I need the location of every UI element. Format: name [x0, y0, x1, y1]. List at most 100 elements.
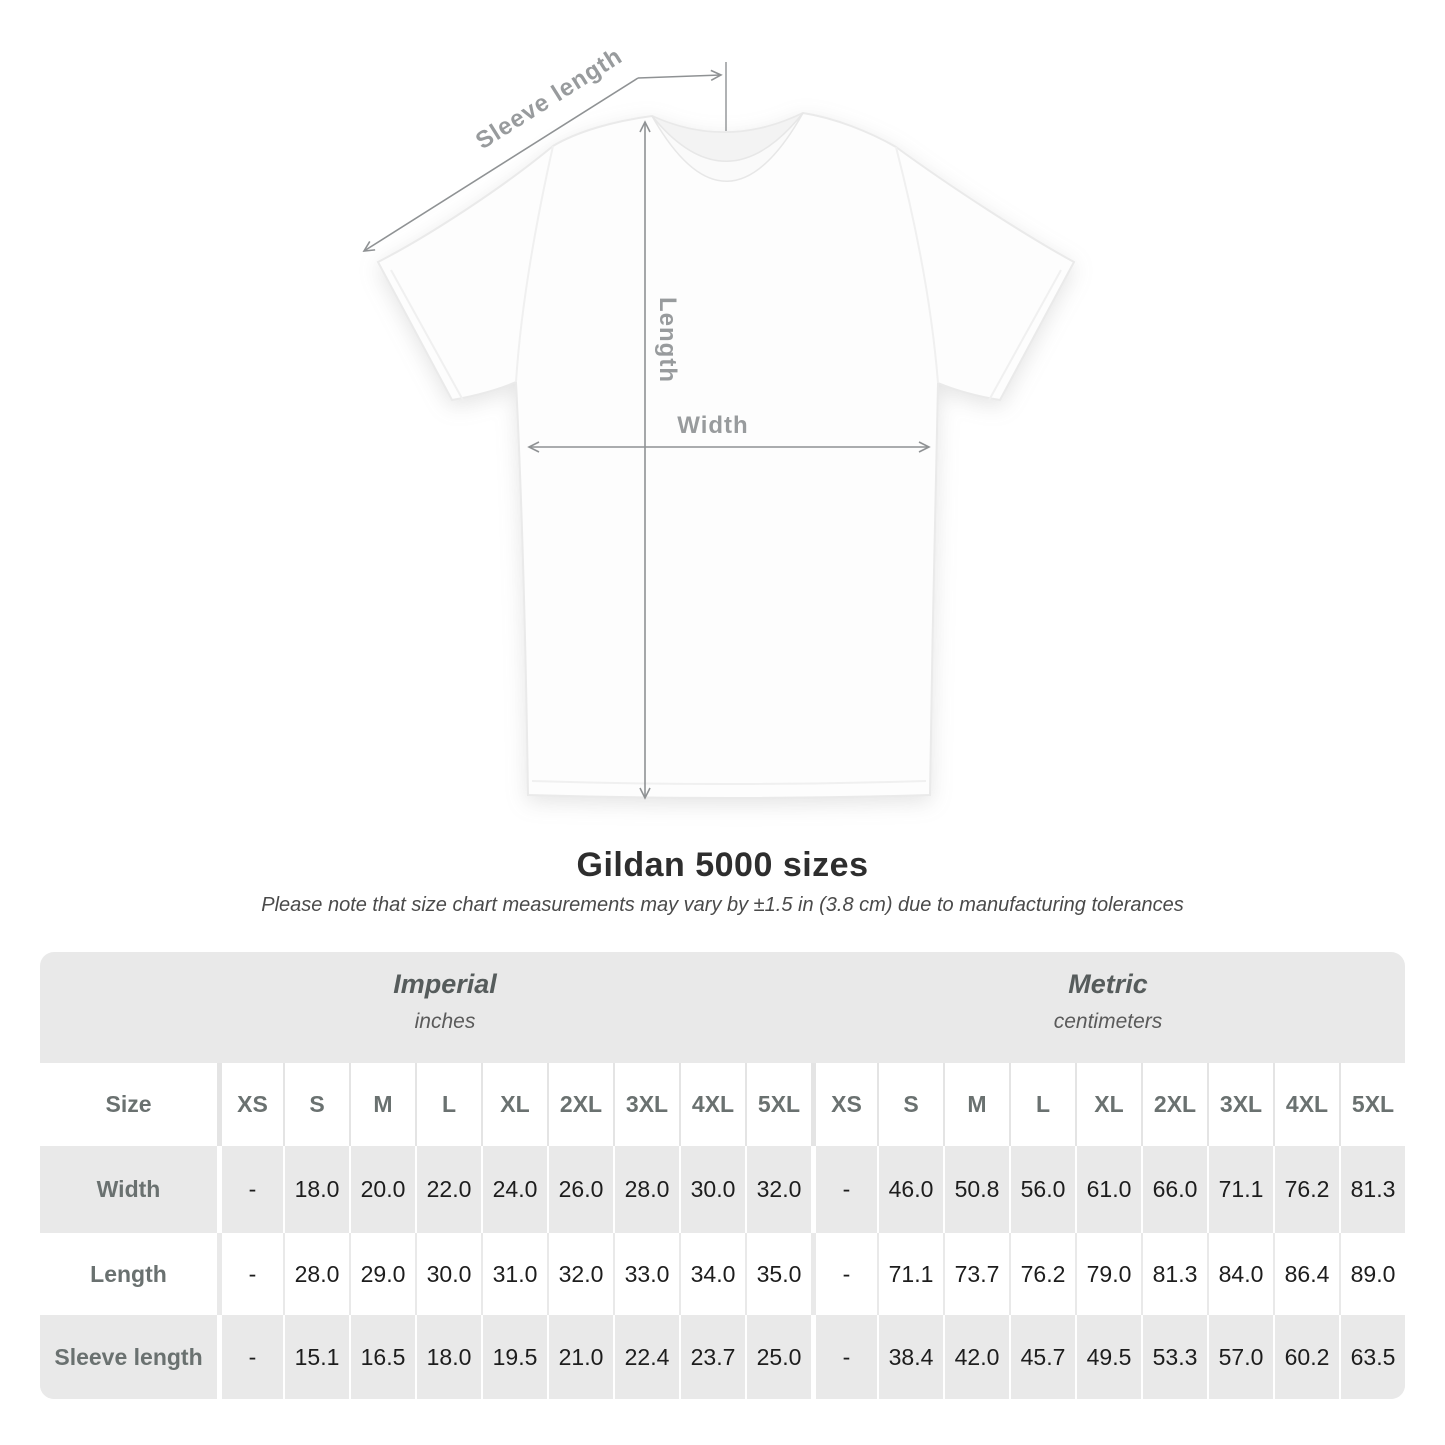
metric-label: Metric: [1068, 969, 1148, 999]
size-value-cell: 19.5: [481, 1315, 547, 1399]
size-value-cell: 46.0: [877, 1146, 943, 1233]
size-value-cell: 73.7: [943, 1233, 1009, 1315]
size-value-cell: 22.4: [613, 1315, 679, 1399]
size-col-header: XS: [217, 1063, 283, 1146]
page-title: Gildan 5000 sizes: [576, 846, 869, 884]
size-value-cell: 76.2: [1273, 1146, 1339, 1233]
size-col-header: 2XL: [1141, 1063, 1207, 1146]
size-col-header: 4XL: [679, 1063, 745, 1146]
size-value-cell: 86.4: [1273, 1233, 1339, 1315]
table-row-sleeve-length: Sleeve length - 15.1 16.5 18.0 19.5 21.0…: [40, 1315, 1405, 1399]
size-value-cell: 30.0: [679, 1146, 745, 1233]
size-col-header: 3XL: [1207, 1063, 1273, 1146]
size-value-cell: 22.0: [415, 1146, 481, 1233]
size-col-header: 5XL: [745, 1063, 811, 1146]
tshirt-right-armhole-seam: [895, 146, 939, 384]
size-value-cell: 38.4: [877, 1315, 943, 1399]
sleeve-length-arrow-top: [637, 69, 723, 82]
size-col-header: M: [943, 1063, 1009, 1146]
metric-unit: centimeters: [1053, 1010, 1163, 1033]
row-label-sleeve-length: Sleeve length: [54, 1343, 203, 1370]
size-value-cell: -: [217, 1233, 283, 1315]
size-col-header: M: [349, 1063, 415, 1146]
width-label: Width: [677, 412, 748, 439]
tolerance-note: Please note that size chart measurements…: [261, 894, 1184, 916]
imperial-group-header: Imperial inches: [40, 969, 850, 1034]
size-value-cell: 18.0: [283, 1146, 349, 1233]
size-value-cell: 61.0: [1075, 1146, 1141, 1233]
size-col-header: 4XL: [1273, 1063, 1339, 1146]
size-header: Size: [105, 1091, 152, 1117]
length-label: Length: [654, 297, 681, 383]
size-value-cell: 81.3: [1339, 1146, 1405, 1233]
size-col-header: L: [1009, 1063, 1075, 1146]
size-value-cell: -: [811, 1315, 877, 1399]
sleeve-length-arrow: [362, 77, 639, 252]
size-value-cell: 23.7: [679, 1315, 745, 1399]
size-value-cell: 50.8: [943, 1146, 1009, 1233]
tshirt-graphic: [376, 111, 1076, 799]
size-value-cell: 89.0: [1339, 1233, 1405, 1315]
size-col-header: S: [283, 1063, 349, 1146]
unit-groups-band: Imperial inches Metric centimeters: [40, 952, 1405, 1063]
tshirt-left-cuff-stitch: [390, 269, 465, 403]
size-value-cell: 30.0: [415, 1233, 481, 1315]
size-value-cell: -: [217, 1146, 283, 1233]
size-value-cell: 63.5: [1339, 1315, 1405, 1399]
size-value-cell: 25.0: [745, 1315, 811, 1399]
row-label-width: Width: [96, 1176, 161, 1202]
size-value-cell: 57.0: [1207, 1315, 1273, 1399]
size-value-cell: 56.0: [1009, 1146, 1075, 1233]
table-row-length: Length - 28.0 29.0 30.0 31.0 32.0 33.0 3…: [40, 1233, 1405, 1315]
size-value-cell: 79.0: [1075, 1233, 1141, 1315]
size-value-cell: 26.0: [547, 1146, 613, 1233]
size-value-cell: 84.0: [1207, 1233, 1273, 1315]
size-col-header: XL: [481, 1063, 547, 1146]
size-value-cell: 21.0: [547, 1315, 613, 1399]
size-value-cell: 45.7: [1009, 1315, 1075, 1399]
tshirt-collar-band: [651, 112, 804, 182]
size-header-row: Size XS S M L XL 2XL 3XL 4XL 5XL XS S M …: [40, 1063, 1405, 1146]
size-value-cell: 28.0: [613, 1146, 679, 1233]
size-col-header: 3XL: [613, 1063, 679, 1146]
size-value-cell: 31.0: [481, 1233, 547, 1315]
size-col-header: 2XL: [547, 1063, 613, 1146]
size-value-cell: 20.0: [349, 1146, 415, 1233]
size-value-cell: 49.5: [1075, 1315, 1141, 1399]
tshirt-body: [376, 111, 1076, 799]
size-col-header: S: [877, 1063, 943, 1146]
imperial-label: Imperial: [393, 969, 497, 999]
size-value-cell: 42.0: [943, 1315, 1009, 1399]
size-value-cell: 18.0: [415, 1315, 481, 1399]
size-value-cell: 28.0: [283, 1233, 349, 1315]
size-col-header: XS: [811, 1063, 877, 1146]
size-value-cell: 24.0: [481, 1146, 547, 1233]
size-value-cell: 33.0: [613, 1233, 679, 1315]
size-value-cell: 76.2: [1009, 1233, 1075, 1315]
size-value-cell: -: [217, 1315, 283, 1399]
size-value-cell: 15.1: [283, 1315, 349, 1399]
size-value-cell: -: [811, 1146, 877, 1233]
size-value-cell: 60.2: [1273, 1315, 1339, 1399]
size-value-cell: -: [811, 1233, 877, 1315]
size-value-cell: 71.1: [877, 1233, 943, 1315]
table-row-width: Width - 18.0 20.0 22.0 24.0 26.0 28.0 30…: [40, 1146, 1405, 1233]
size-value-cell: 66.0: [1141, 1146, 1207, 1233]
size-col-header: L: [415, 1063, 481, 1146]
size-col-header: 5XL: [1339, 1063, 1405, 1146]
tshirt-hem-stitch: [531, 780, 927, 785]
size-value-cell: 16.5: [349, 1315, 415, 1399]
tshirt-left-armhole-seam: [515, 145, 554, 383]
imperial-unit: inches: [414, 1010, 476, 1033]
size-value-cell: 32.0: [745, 1146, 811, 1233]
metric-group-header: Metric centimeters: [811, 969, 1405, 1034]
size-value-cell: 32.0: [547, 1233, 613, 1315]
row-label-length: Length: [90, 1260, 167, 1287]
size-value-cell: 34.0: [679, 1233, 745, 1315]
size-table: Imperial inches Metric centimeters Size …: [40, 952, 1405, 1399]
size-value-cell: 29.0: [349, 1233, 415, 1315]
tshirt-measurement-diagram: Sleeve length Length Width: [362, 43, 1076, 800]
size-value-cell: 71.1: [1207, 1146, 1273, 1233]
size-value-cell: 81.3: [1141, 1233, 1207, 1315]
